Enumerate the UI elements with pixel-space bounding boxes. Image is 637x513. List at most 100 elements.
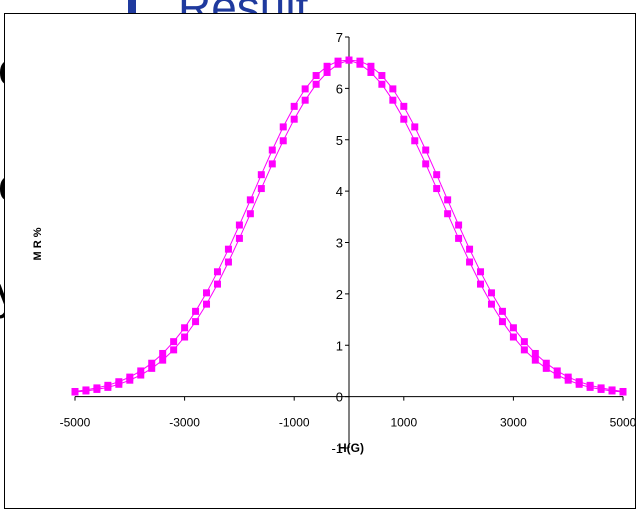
data-point	[93, 385, 101, 393]
data-point	[192, 307, 200, 315]
data-point	[477, 280, 485, 288]
data-point	[367, 68, 375, 76]
data-point	[498, 307, 506, 315]
data-point	[213, 280, 221, 288]
data-point	[301, 96, 309, 104]
data-point	[148, 359, 156, 367]
data-point	[246, 210, 254, 218]
data-point	[159, 349, 167, 357]
data-point	[246, 196, 254, 204]
data-point	[466, 245, 474, 253]
chart-container: -1 0 1 2 3 4 5 6 7 -5000 -3000 -1000 1000 3000 5000 H(…	[4, 13, 637, 509]
y-tick-label: 1	[336, 338, 343, 353]
y-tick-label: 0	[336, 390, 343, 405]
data-point	[170, 338, 178, 346]
data-point	[531, 349, 539, 357]
data-point	[345, 56, 353, 64]
data-point	[257, 171, 265, 179]
data-point	[378, 72, 386, 80]
data-point	[82, 387, 90, 395]
y-tick-label: 6	[336, 81, 343, 96]
data-point	[235, 234, 243, 242]
data-point	[389, 85, 397, 93]
mr-chart: -1 0 1 2 3 4 5 6 7 -5000 -3000 -1000 1000 3000 5000 H(…	[32, 30, 637, 456]
data-point	[181, 333, 189, 341]
data-point	[487, 300, 495, 308]
y-tick-label: 2	[336, 287, 343, 302]
data-point	[356, 57, 364, 65]
data-point	[400, 115, 408, 123]
data-point	[422, 160, 430, 168]
data-point	[137, 371, 145, 379]
data-point	[104, 383, 112, 391]
data-point	[487, 289, 495, 297]
data-point	[509, 333, 517, 341]
data-point	[170, 346, 178, 354]
data-point	[542, 359, 550, 367]
data-point	[312, 72, 320, 80]
slide-bullet	[128, 0, 136, 14]
data-point	[323, 62, 331, 70]
data-point	[378, 80, 386, 88]
data-point	[531, 356, 539, 364]
data-point	[203, 289, 211, 297]
x-tick-label: 3000	[500, 416, 527, 430]
x-tick-label: -3000	[169, 416, 200, 430]
data-point	[433, 185, 441, 193]
data-point	[498, 318, 506, 326]
data-point	[564, 373, 572, 381]
x-tick-label: 5000	[610, 416, 635, 430]
data-point	[389, 96, 397, 104]
data-point	[367, 62, 375, 70]
data-point	[444, 210, 452, 218]
data-point	[553, 371, 561, 379]
data-point	[268, 160, 276, 168]
data-point	[619, 387, 627, 395]
data-point	[433, 171, 441, 179]
data-point	[466, 258, 474, 266]
data-point	[411, 137, 419, 145]
data-point	[334, 60, 342, 68]
y-tick-label: 5	[336, 133, 343, 148]
x-tick-label: -5000	[60, 416, 91, 430]
data-point	[520, 338, 528, 346]
data-point	[301, 85, 309, 93]
data-point	[192, 318, 200, 326]
data-point	[224, 258, 232, 266]
data-point	[520, 346, 528, 354]
data-point	[279, 123, 287, 131]
data-point	[455, 221, 463, 229]
y-axis-label: M R %	[32, 227, 44, 260]
data-point	[290, 115, 298, 123]
data-point	[126, 376, 134, 384]
data-point	[323, 68, 331, 76]
data-point	[455, 234, 463, 242]
data-point	[279, 137, 287, 145]
data-point	[509, 324, 517, 332]
y-tick-label: 3	[336, 236, 343, 251]
data-point	[586, 381, 594, 389]
data-point	[422, 146, 430, 154]
x-tick-label: 1000	[390, 416, 417, 430]
x-axis-label: H(G)	[338, 441, 364, 455]
data-point	[71, 388, 79, 396]
data-point	[115, 380, 123, 388]
data-point	[542, 364, 550, 372]
data-point	[597, 384, 605, 392]
y-tick-label: 7	[336, 30, 343, 45]
data-point	[257, 185, 265, 193]
x-tick-label: -1000	[279, 416, 310, 430]
data-point	[608, 386, 616, 394]
data-point	[444, 196, 452, 204]
data-point	[137, 367, 145, 375]
data-point	[203, 300, 211, 308]
data-point	[290, 102, 298, 110]
data-point	[224, 245, 232, 253]
data-point	[213, 268, 221, 276]
axes: -1 0 1 2 3 4 5 6 7 -5000 -3000 -1000 1000 3000 5000	[60, 30, 637, 456]
data-point	[477, 268, 485, 276]
y-tick-label: 4	[336, 184, 343, 199]
data-point	[400, 102, 408, 110]
data-point	[575, 378, 583, 386]
data-point	[235, 221, 243, 229]
